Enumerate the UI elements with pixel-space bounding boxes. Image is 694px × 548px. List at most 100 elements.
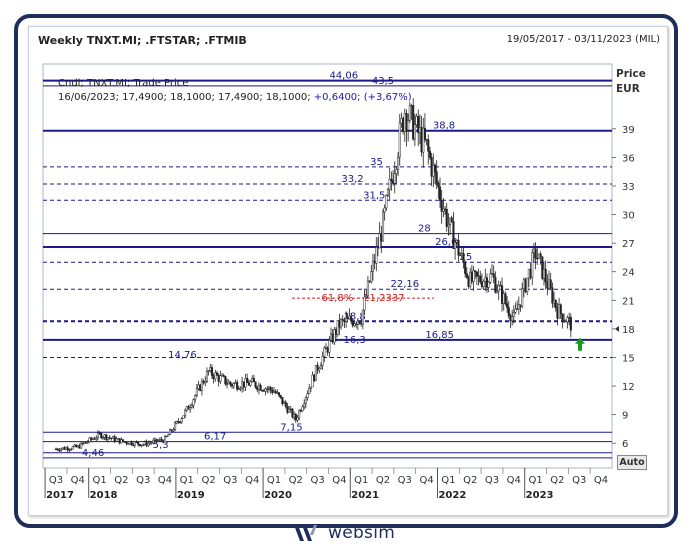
candle-body [123,441,126,443]
candle-body [334,329,338,335]
candle-body [157,440,160,442]
candle-body [189,406,192,410]
candle-body [261,390,264,392]
candle-body [281,397,284,404]
candle-body [355,323,358,325]
candle-body [118,438,121,444]
candle-body [95,437,98,440]
candle-body [526,277,529,293]
y-tick-label: 33 [622,182,635,193]
candle-body [73,444,76,447]
candle-body [182,415,185,419]
candle-body [556,307,559,319]
candle-body [408,105,411,121]
candle-body [296,417,299,421]
candle-body [447,224,450,227]
candle-body [385,195,388,209]
candle-body [537,253,541,259]
candle-body [76,445,79,448]
candle-body [341,319,344,321]
candle-body [122,439,125,442]
candle-body [184,409,187,416]
candle-body [224,375,227,385]
candle-body [418,127,421,134]
candle-body [306,393,309,398]
candle-body [229,381,232,385]
candle-body [214,372,217,380]
candle-body [415,115,418,125]
candle-body [303,403,306,408]
candle-body [472,270,475,282]
candle-body [475,271,478,277]
candle-body [147,442,150,446]
candle-body [467,277,470,287]
candle-body [128,441,131,445]
candle-body [318,368,321,371]
candle-body [559,304,562,315]
candle-body [66,447,69,451]
candle-body [519,304,522,307]
candle-body [244,378,247,388]
candle-body [449,217,452,226]
quarter-label: Q3 [49,475,63,486]
candle-body [294,413,297,421]
candle-body [304,397,307,405]
candle-body [232,383,235,387]
candle-body [259,384,262,391]
candle-body [539,253,542,257]
candle-body [210,367,214,376]
candle-body [370,271,373,283]
candle-body [180,418,183,423]
websim-logo-icon [294,525,317,541]
candle-body [373,260,376,264]
year-label: 2021 [351,490,379,501]
candle-body [455,239,458,243]
y-tick-label: 18 [622,325,635,336]
candle-body [479,275,482,283]
candle-body [190,405,193,408]
auto-scale-button[interactable]: Auto [617,455,647,470]
candle-body [145,441,148,446]
candle-body [140,444,143,447]
quarter-label: Q4 [332,475,346,486]
level-label: 16,3 [344,335,366,346]
candle-body [130,441,133,445]
candle-body [220,375,224,377]
y-tick-label: 27 [622,239,635,250]
level-label: 7,15 [280,422,302,433]
candle-body [116,438,120,440]
quarter-label: Q1 [92,475,106,486]
year-label: 2018 [90,490,118,501]
candle-body [552,299,556,304]
level-label: 26,6 [435,237,457,248]
candle-body [338,320,341,328]
candle-body [563,320,566,323]
candle-body [532,248,535,253]
candle-body [313,374,316,381]
candle-body [442,208,445,212]
candle-body [236,381,239,390]
year-label: 2017 [46,490,74,501]
candle-body [412,105,415,140]
candle-body [316,364,319,371]
candle-body [177,420,180,423]
candle-body [462,253,465,263]
candle-body [286,405,289,413]
candle-body [564,320,567,323]
candle-body [143,441,146,445]
y-axis-title: Price [616,68,646,80]
candle-body [283,401,286,404]
candle-body [101,437,105,439]
candle-body [267,387,271,390]
candle-body [507,307,510,316]
candle-body [413,124,416,140]
quarter-label: Q1 [267,475,281,486]
fib-label: 61,8% - 21,2337 [321,293,404,304]
candle-body [91,438,94,440]
candle-body [115,438,118,442]
candle-body [397,156,400,170]
candle-body [249,381,252,386]
candle-body [393,173,396,184]
candle-body [410,105,413,107]
